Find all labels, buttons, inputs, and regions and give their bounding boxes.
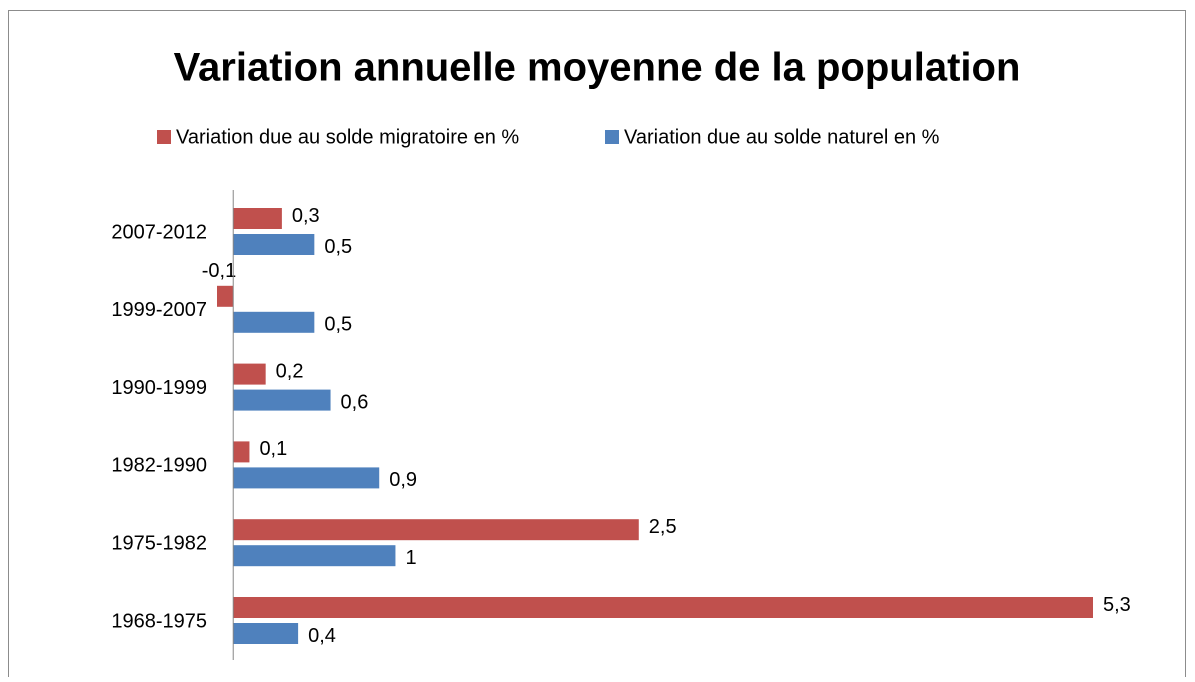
data-label: 0,6 bbox=[341, 391, 369, 413]
data-label: 2,5 bbox=[649, 516, 677, 538]
y-tick-label: 1968-1975 bbox=[111, 610, 207, 632]
legend-swatch bbox=[605, 130, 619, 144]
data-label: 0,9 bbox=[389, 469, 417, 491]
bar bbox=[233, 311, 315, 333]
data-label: 0,4 bbox=[308, 625, 336, 647]
y-tick-label: 1982-1990 bbox=[111, 455, 207, 477]
data-label: 0,1 bbox=[259, 438, 287, 460]
data-label: 0,5 bbox=[324, 236, 352, 258]
bar bbox=[233, 623, 299, 644]
data-label: 0,2 bbox=[276, 360, 304, 382]
bar bbox=[233, 389, 331, 411]
data-label: -0,1 bbox=[202, 260, 236, 282]
bar bbox=[233, 545, 396, 567]
legend-swatch bbox=[157, 130, 171, 144]
y-tick-label: 1999-2007 bbox=[111, 299, 207, 321]
bar bbox=[233, 441, 250, 463]
bar bbox=[233, 234, 315, 255]
y-tick-label: 2007-2012 bbox=[111, 221, 207, 243]
legend-label: Variation due au solde naturel en % bbox=[624, 126, 940, 148]
data-label: 0,3 bbox=[292, 205, 320, 227]
data-label: 5,3 bbox=[1103, 594, 1131, 616]
y-tick-label: 1990-1999 bbox=[111, 377, 207, 399]
data-label: 0,5 bbox=[324, 314, 352, 336]
chart-title: Variation annuelle moyenne de la populat… bbox=[174, 46, 1021, 90]
bar bbox=[233, 363, 266, 385]
bar bbox=[233, 208, 282, 229]
bar bbox=[233, 519, 639, 541]
bar bbox=[233, 467, 380, 489]
legend-label: Variation due au solde migratoire en % bbox=[176, 126, 519, 148]
data-label: 1 bbox=[405, 547, 416, 569]
bar bbox=[233, 597, 1093, 618]
bar bbox=[217, 285, 234, 307]
chart-frame bbox=[8, 10, 1186, 682]
y-tick-label: 1975-1982 bbox=[111, 532, 207, 554]
